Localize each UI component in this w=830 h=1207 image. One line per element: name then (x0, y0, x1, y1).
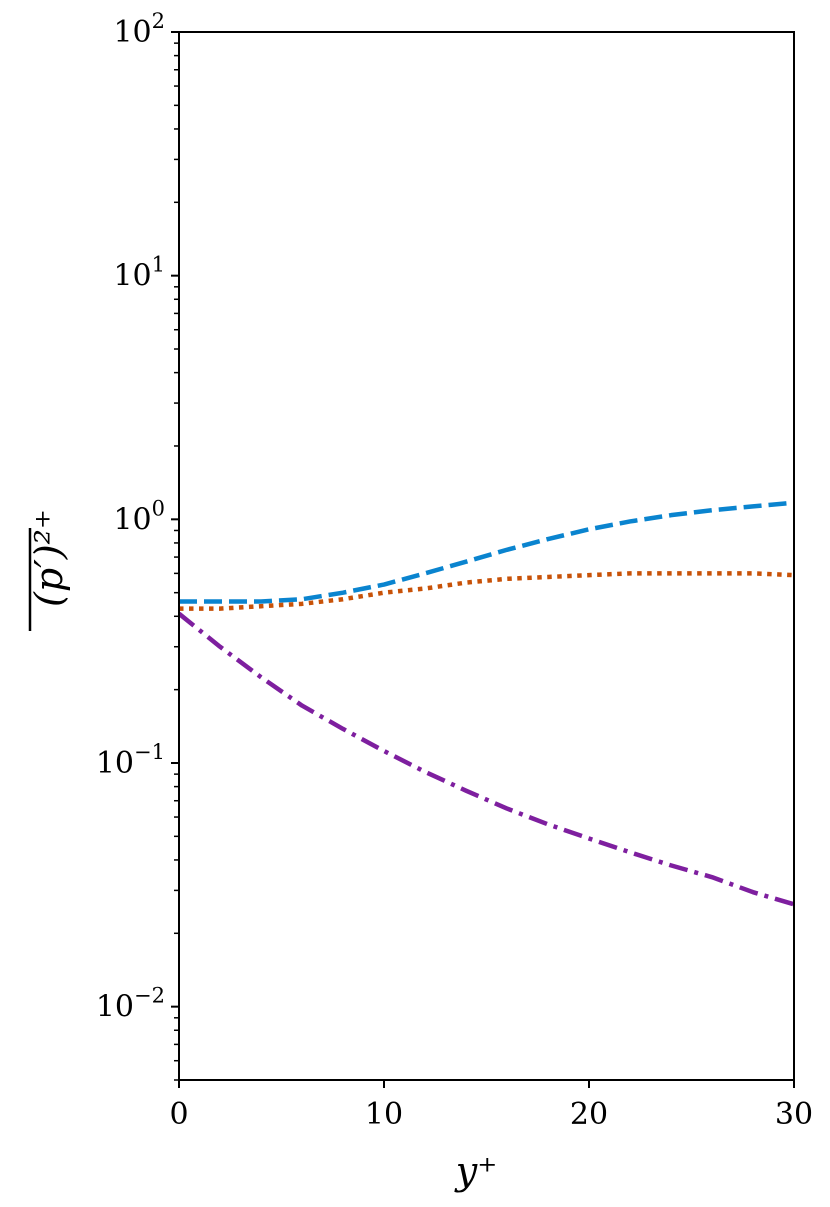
plot-frame (178, 31, 795, 1081)
series-line-3 (179, 611, 794, 907)
y-tick-label: 100 (113, 496, 165, 537)
y-tick-label: 102 (113, 9, 165, 50)
series-line-2 (179, 571, 794, 611)
ticks-layer (171, 31, 795, 1088)
y-axis-label-text: (p′)²⁺ (27, 509, 71, 607)
series-layer (179, 500, 794, 907)
x-tick-label: 20 (570, 1097, 608, 1132)
series-line-1 (179, 500, 794, 604)
x-tick-label: 10 (365, 1097, 403, 1132)
x-tick-label: 30 (775, 1097, 813, 1132)
x-axis-label: y⁺ (454, 1149, 498, 1193)
y-tick-label: 10−1 (96, 740, 165, 781)
x-tick-label: 0 (169, 1097, 188, 1132)
y-axis-label: (p′)²⁺ (27, 509, 71, 631)
y-tick-label: 101 (113, 253, 165, 294)
labels-layer: 0 10 20 30 10−2 10−1 100 101 102 y⁺ (p′)²⁺ (27, 9, 813, 1193)
y-tick-label: 10−2 (96, 984, 165, 1025)
